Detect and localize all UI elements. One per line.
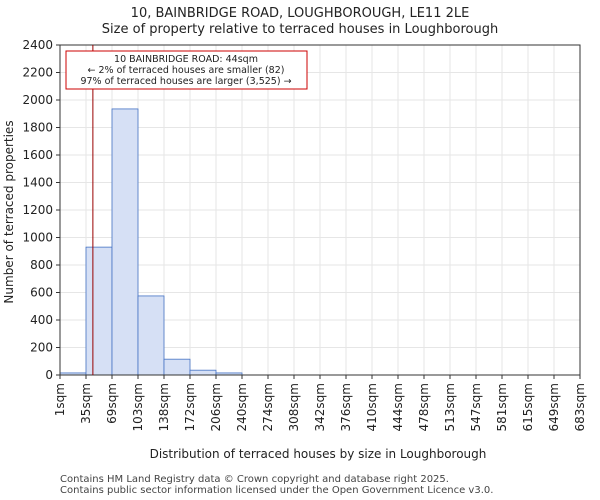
- y-axis-ticks: 0 200 400 600 800 1000 1200 1400 1600 1800 2000 220…: [22, 38, 60, 382]
- x-tick-label: 376sqm: [339, 383, 353, 431]
- footer-licence: Contains public sector information licen…: [60, 485, 494, 496]
- annotation-box: 10 BAINBRIDGE ROAD: 44sqm ← 2% of terrac…: [65, 50, 308, 90]
- x-tick-label: 240sqm: [235, 383, 249, 431]
- y-tick-label: 1800: [22, 121, 53, 135]
- histogram-bar: [163, 358, 191, 376]
- histogram-bar: [111, 108, 139, 376]
- x-tick-label: 547sqm: [469, 383, 483, 431]
- y-tick-label: 0: [45, 368, 53, 382]
- x-tick-label: 478sqm: [417, 383, 431, 431]
- x-tick-label: 138sqm: [157, 383, 171, 431]
- x-tick-label: 683sqm: [573, 383, 587, 431]
- x-tick-label: 649sqm: [547, 383, 561, 431]
- y-tick-label: 1200: [22, 203, 53, 217]
- annotation-border: [65, 50, 308, 90]
- y-tick-label: 2200: [22, 66, 53, 80]
- x-tick-label: 444sqm: [391, 383, 405, 431]
- x-tick-label: 581sqm: [495, 383, 509, 431]
- x-tick-label: 1sqm: [53, 383, 67, 416]
- histogram-bar: [137, 295, 165, 376]
- x-tick-label: 410sqm: [365, 383, 379, 431]
- y-tick-label: 400: [30, 313, 53, 327]
- x-tick-label: 103sqm: [131, 383, 145, 431]
- y-axis-label: Number of terraced properties: [2, 120, 16, 303]
- x-tick-label: 513sqm: [443, 383, 457, 431]
- chart-subtitle: Size of property relative to terraced ho…: [101, 22, 499, 37]
- y-tick-label: 2000: [22, 93, 53, 107]
- x-tick-label: 274sqm: [261, 383, 275, 431]
- x-tick-label: 615sqm: [521, 383, 535, 431]
- x-tick-label: 342sqm: [313, 383, 327, 431]
- x-axis-ticks: 1sqm 35sqm 69sqm 103sqm 138sqm 172sqm 206sqm 24…: [53, 375, 587, 431]
- y-tick-label: 1600: [22, 148, 53, 162]
- y-tick-label: 600: [30, 286, 53, 300]
- x-tick-label: 206sqm: [209, 383, 223, 431]
- x-tick-label: 35sqm: [79, 383, 93, 424]
- footer-copyright: Contains HM Land Registry data © Crown c…: [60, 474, 449, 485]
- histogram-bars: [59, 108, 243, 376]
- chart-title: 10, BAINBRIDGE ROAD, LOUGHBOROUGH, LE11 …: [130, 6, 470, 21]
- annotation-line-1: 10 BAINBRIDGE ROAD: 44sqm: [114, 54, 258, 65]
- y-tick-label: 200: [30, 341, 53, 355]
- x-tick-label: 172sqm: [183, 383, 197, 431]
- annotation-line-2: ← 2% of terraced houses are smaller (82): [88, 65, 285, 76]
- histogram-bar: [189, 369, 217, 376]
- y-tick-label: 800: [30, 258, 53, 272]
- y-tick-label: 2400: [22, 38, 53, 52]
- y-tick-label: 1400: [22, 176, 53, 190]
- x-axis-label: Distribution of terraced houses by size …: [150, 447, 487, 461]
- x-tick-label: 308sqm: [287, 383, 301, 431]
- x-tick-label: 69sqm: [105, 383, 119, 424]
- y-tick-label: 1000: [22, 231, 53, 245]
- annotation-line-3: 97% of terraced houses are larger (3,525…: [80, 76, 291, 87]
- grid-lines: [59, 44, 581, 376]
- histogram-bar: [85, 246, 113, 376]
